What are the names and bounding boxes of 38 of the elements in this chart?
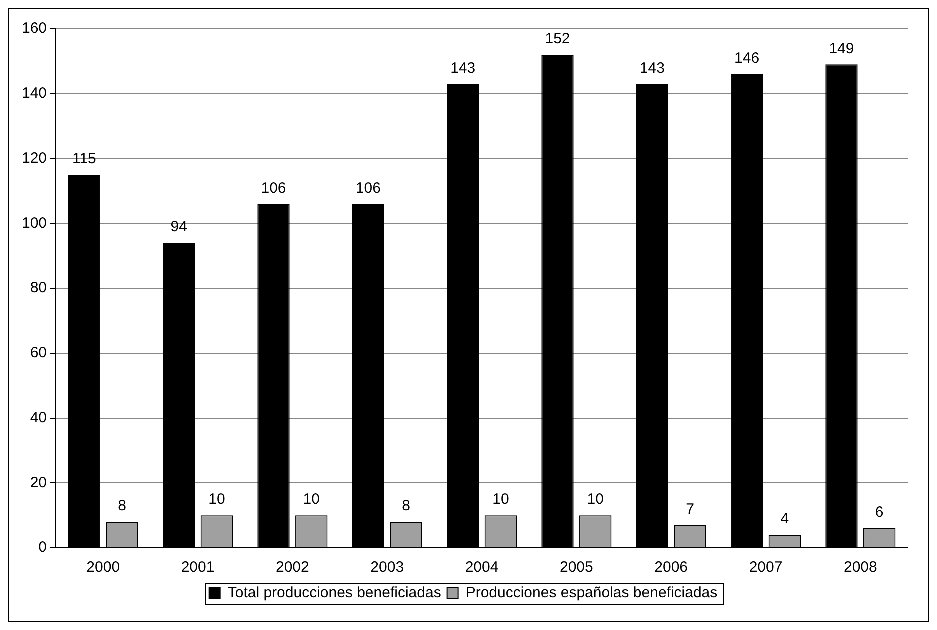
data-label: 10 bbox=[208, 491, 226, 508]
data-label: 8 bbox=[402, 498, 410, 515]
x-tick-label: 2004 bbox=[465, 559, 499, 576]
legend-label: Total producciones beneficiadas bbox=[228, 584, 442, 602]
data-label: 115 bbox=[72, 150, 96, 168]
y-tick-label: 0 bbox=[38, 539, 48, 556]
data-label: 8 bbox=[118, 498, 126, 515]
x-tick-label: 2008 bbox=[844, 559, 878, 576]
x-tick-label: 2000 bbox=[86, 559, 120, 576]
data-label: 149 bbox=[829, 40, 854, 58]
x-tick-label: 2001 bbox=[181, 559, 215, 576]
data-label: 10 bbox=[492, 491, 510, 508]
y-tick-label: 80 bbox=[30, 280, 48, 297]
data-label: 146 bbox=[734, 50, 760, 68]
x-tick-label: 2007 bbox=[749, 559, 783, 576]
x-tick-label: 2005 bbox=[560, 559, 594, 576]
data-label: 143 bbox=[640, 60, 665, 77]
y-tick-label: 20 bbox=[30, 474, 48, 492]
y-tick-label: 120 bbox=[22, 150, 48, 167]
y-tick-label: 60 bbox=[30, 344, 48, 362]
data-label: 94 bbox=[170, 218, 188, 236]
data-label: 10 bbox=[303, 491, 320, 508]
data-label: 152 bbox=[545, 30, 570, 48]
legend-label: Producciones españolas beneficiadas bbox=[466, 584, 718, 602]
data-label: 7 bbox=[686, 500, 694, 518]
data-label: 6 bbox=[875, 504, 884, 522]
data-label: 143 bbox=[450, 60, 476, 77]
x-tick-label: 2006 bbox=[654, 559, 688, 576]
y-tick-label: 100 bbox=[22, 214, 48, 232]
data-label: 106 bbox=[356, 180, 381, 197]
x-tick-label: 2003 bbox=[370, 559, 404, 576]
y-tick-label: 40 bbox=[30, 409, 48, 426]
y-tick-label: 140 bbox=[22, 85, 48, 102]
x-tick-label: 2002 bbox=[276, 559, 310, 576]
data-label: 106 bbox=[261, 180, 286, 197]
y-tick-label: 160 bbox=[22, 20, 48, 38]
data-label: 10 bbox=[587, 491, 604, 508]
data-label: 4 bbox=[780, 510, 790, 528]
